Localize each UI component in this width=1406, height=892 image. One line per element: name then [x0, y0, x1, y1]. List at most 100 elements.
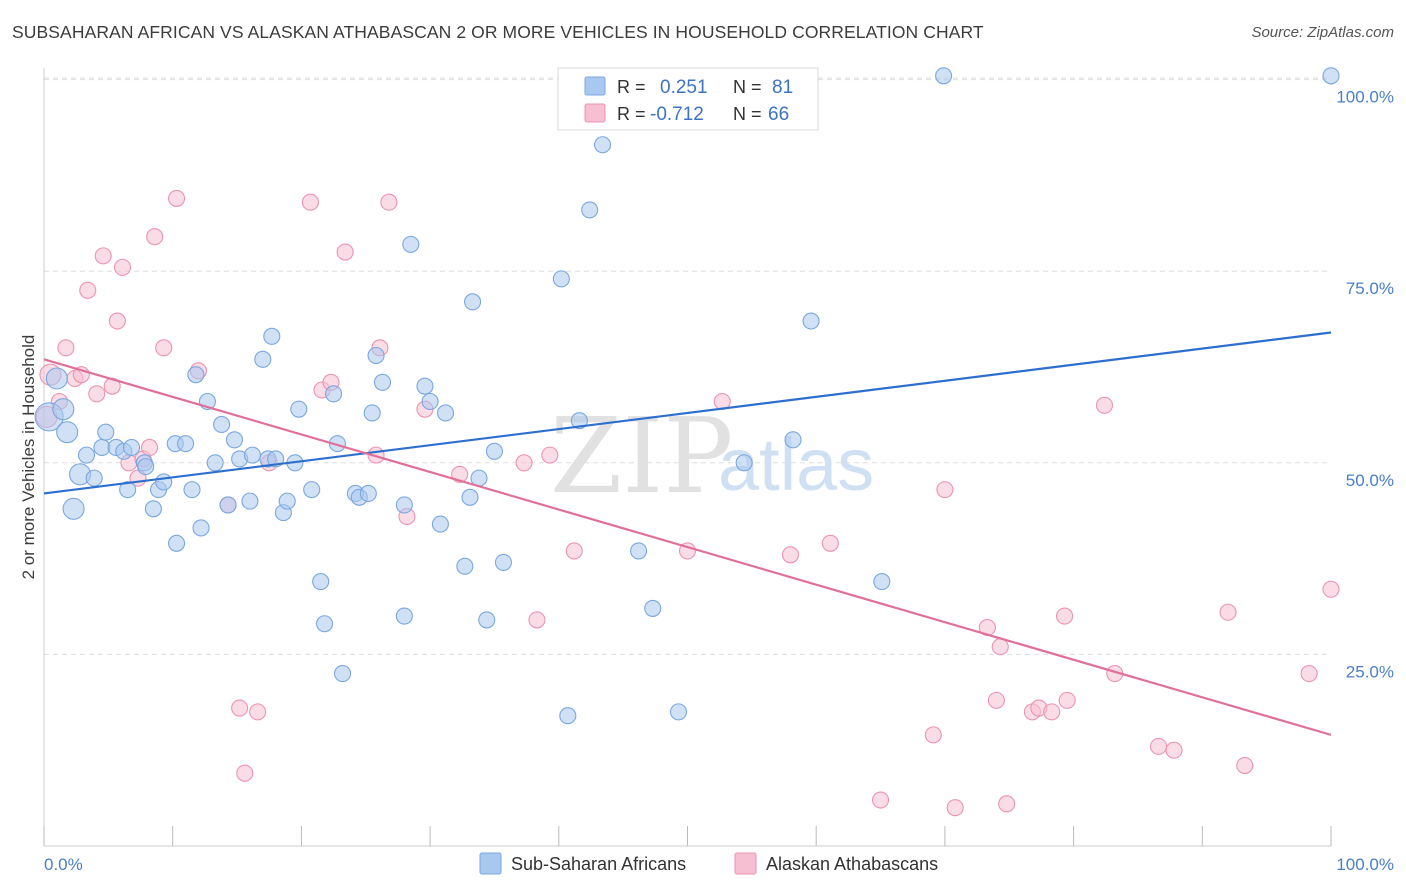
subsaharan-african-point-41 [303, 481, 321, 499]
bottom-legend-label-pink: Alaskan Athabascans [766, 854, 938, 874]
alaskan-athabascan-point-17 [155, 339, 173, 357]
alaskan-athabascan-point-46 [946, 799, 964, 817]
subsaharan-african-point-16 [144, 500, 162, 518]
bottom-legend-label-blue: Sub-Saharan Africans [511, 854, 686, 874]
subsaharan-african-point-57 [421, 392, 439, 411]
subsaharan-african-point-72 [630, 542, 648, 560]
subsaharan-african-point-31 [241, 492, 259, 510]
subsaharan-african-point-42 [312, 573, 330, 591]
alaskan-athabascan-point-28 [336, 243, 354, 261]
subsaharan-african-point-55 [402, 235, 420, 253]
alaskan-athabascan-point-61 [1236, 756, 1254, 775]
subsaharan-african-point-79 [935, 67, 953, 85]
alaskan-athabascan-point-56 [1095, 396, 1114, 414]
subsaharan-african-point-49 [359, 484, 377, 503]
subsaharan-african-point-50 [363, 404, 381, 422]
alaskan-athabascan-point-31 [380, 193, 398, 211]
subsaharan-african-point-26 [206, 454, 224, 472]
legend-swatch-pink [584, 103, 606, 123]
subsaharan-african-point-56 [416, 377, 434, 395]
subsaharan-african-point-12 [119, 481, 137, 499]
subsaharan-african-point-44 [325, 385, 343, 403]
subsaharan-african-point-23 [187, 366, 205, 384]
bottom-legend-swatch-pink [734, 852, 757, 875]
subsaharan-african-point-73 [644, 599, 662, 617]
alaskan-athabascan-point-7 [88, 385, 106, 403]
alaskan-athabascan-point-44 [924, 726, 942, 744]
chart-title: SUBSAHARAN AFRICAN VS ALASKAN ATHABASCAN… [12, 22, 984, 42]
subsaharan-african-point-60 [456, 557, 474, 575]
subsaharan-african-point-64 [478, 611, 496, 629]
alaskan-athabascan-point-53 [1043, 703, 1061, 721]
subsaharan-african-point-8 [93, 438, 111, 457]
legend-n-label-pink: N = [733, 104, 762, 124]
subsaharan-african-point-76 [784, 431, 802, 449]
y-tick-label-25: 25.0% [1346, 662, 1394, 681]
alaskan-athabascan-point-36 [528, 611, 546, 629]
subsaharan-african-point-67 [552, 270, 570, 288]
legend-r-label-blue: R = [617, 77, 646, 97]
alaskan-athabascan-point-62 [1300, 665, 1318, 683]
gridlines [44, 77, 1331, 655]
subsaharan-african-point-2 [52, 398, 75, 421]
alaskan-athabascan-point-63 [1322, 580, 1340, 598]
subsaharan-african-point-80 [1322, 67, 1340, 85]
subsaharan-african-point-33 [254, 350, 272, 368]
subsaharan-african-point-15 [137, 458, 155, 476]
bottom-legend: Sub-Saharan Africans Alaskan Athabascans [479, 852, 938, 875]
subsaharan-african-point-24 [192, 519, 210, 537]
source-credit: Source: ZipAtlas.com [1251, 24, 1394, 41]
subsaharan-african-point-35 [263, 327, 281, 345]
y-tick-label-75: 75.0% [1346, 279, 1394, 298]
alaskan-athabascan-point-23 [249, 703, 267, 721]
alaskan-athabascan-point-38 [565, 542, 583, 560]
subsaharan-african-point-78 [873, 573, 891, 591]
x-tick-label-0: 0.0% [44, 855, 83, 874]
y-tick-label-50: 50.0% [1346, 471, 1394, 490]
subsaharan-african-point-6 [77, 446, 96, 464]
subsaharan-african-point-3 [56, 421, 79, 444]
alaskan-athabascan-point-6 [79, 281, 97, 299]
x-tick-label-100: 100.0% [1336, 855, 1394, 874]
subsaharan-african-point-65 [485, 442, 504, 460]
subsaharan-african-point-20 [168, 534, 186, 552]
subsaharan-african-point-40 [290, 400, 308, 418]
subsaharan-african-point-69 [570, 412, 588, 430]
alaskan-athabascan-point-34 [451, 465, 469, 483]
legend-r-value-blue: 0.251 [660, 77, 708, 98]
subsaharan-african-point-1 [45, 367, 68, 390]
alaskan-athabascan-point-55 [1058, 691, 1076, 709]
subsaharan-african-point-4 [62, 497, 85, 520]
subsaharan-african-point-58 [431, 515, 449, 533]
subsaharan-african-point-68 [559, 707, 577, 725]
alaskan-athabascan-point-54 [1056, 607, 1074, 625]
subsaharan-african-point-77 [802, 312, 820, 330]
alaskan-athabascan-point-48 [987, 691, 1005, 709]
subsaharan-african-point-52 [373, 373, 392, 391]
alaskan-athabascan-point-21 [231, 699, 249, 717]
subsaharan-african-point-28 [219, 496, 237, 514]
subsaharan-african-point-74 [669, 703, 688, 721]
alaskan-athabascan-point-45 [936, 481, 954, 499]
legend-n-label-blue: N = [733, 77, 762, 97]
alaskan-athabascan-point-50 [998, 795, 1016, 813]
subsaharan-african-point-22 [183, 481, 201, 499]
subsaharan-african-point-32 [243, 446, 262, 464]
alaskan-athabascan-point-11 [113, 258, 132, 276]
subsaharan-african-point-75 [735, 454, 753, 472]
trend-line-subsaharan-africans [43, 331, 1332, 495]
series-alaskan-athabascans-points [35, 189, 1340, 817]
trend-lines [43, 331, 1332, 736]
subsaharan-african-point-27 [213, 415, 231, 434]
alaskan-athabascan-point-35 [515, 454, 533, 472]
subsaharan-african-point-43 [316, 615, 334, 633]
subsaharan-african-point-13 [122, 438, 141, 457]
subsaharan-african-point-18 [155, 473, 173, 491]
alaskan-athabascan-point-43 [871, 791, 890, 809]
subsaharan-african-point-21 [177, 435, 195, 453]
alaskan-athabascan-point-25 [301, 193, 319, 211]
legend-swatch-blue [584, 76, 606, 96]
legend-r-value-pink: -0.712 [650, 104, 704, 125]
series-subsaharan-africans-points [34, 67, 1340, 725]
